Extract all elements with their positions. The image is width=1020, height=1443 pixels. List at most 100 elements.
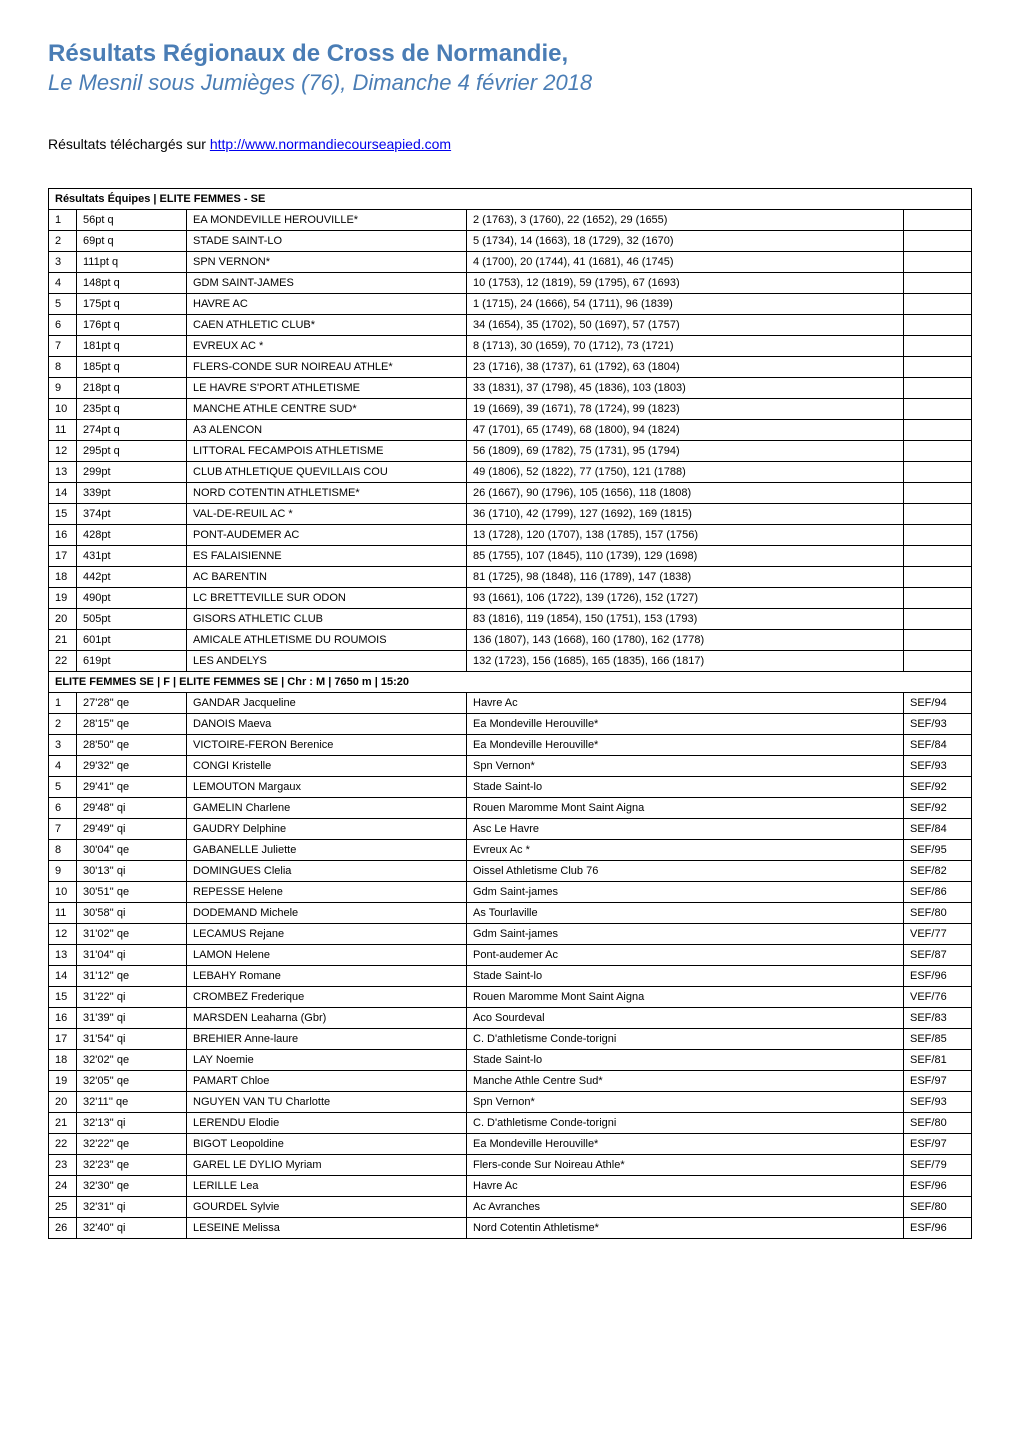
team-empty — [904, 210, 972, 231]
team-points: 185pt q — [77, 357, 187, 378]
team-row: 6176pt qCAEN ATHLETIC CLUB*34 (1654), 35… — [49, 315, 972, 336]
indiv-name: GAREL LE DYLIO Myriam — [187, 1155, 467, 1176]
team-club: CAEN ATHLETIC CLUB* — [187, 315, 467, 336]
team-club: AMICALE ATHLETISME DU ROUMOIS — [187, 630, 467, 651]
indiv-cat: ESF/96 — [904, 966, 972, 987]
team-section-header: Résultats Équipes | ELITE FEMMES - SE — [49, 189, 972, 210]
indiv-name: NGUYEN VAN TU Charlotte — [187, 1092, 467, 1113]
indiv-name: LECAMUS Rejane — [187, 924, 467, 945]
indiv-name: GOURDEL Sylvie — [187, 1197, 467, 1218]
indiv-row: 830'04'' qeGABANELLE JulietteEvreux Ac *… — [49, 840, 972, 861]
indiv-club: Rouen Maromme Mont Saint Aigna — [467, 798, 904, 819]
indiv-rank: 10 — [49, 882, 77, 903]
team-empty — [904, 252, 972, 273]
indiv-rank: 1 — [49, 693, 77, 714]
team-club: HAVRE AC — [187, 294, 467, 315]
indiv-cat: SEF/86 — [904, 882, 972, 903]
team-rank: 16 — [49, 525, 77, 546]
team-points: 428pt — [77, 525, 187, 546]
team-points: 505pt — [77, 609, 187, 630]
indiv-rank: 5 — [49, 777, 77, 798]
indiv-row: 1631'39'' qiMARSDEN Leaharna (Gbr)Aco So… — [49, 1008, 972, 1029]
indiv-row: 1832'02'' qeLAY NoemieStade Saint-loSEF/… — [49, 1050, 972, 1071]
team-empty — [904, 525, 972, 546]
indiv-club: Flers-conde Sur Noireau Athle* — [467, 1155, 904, 1176]
team-section-heading: Résultats Équipes | ELITE FEMMES - SE — [49, 189, 972, 210]
team-points: 339pt — [77, 483, 187, 504]
indiv-time: 30'58'' qi — [77, 903, 187, 924]
team-rank: 4 — [49, 273, 77, 294]
team-empty — [904, 462, 972, 483]
team-row: 16428ptPONT-AUDEMER AC13 (1728), 120 (17… — [49, 525, 972, 546]
team-points: 431pt — [77, 546, 187, 567]
indiv-rank: 12 — [49, 924, 77, 945]
team-club: NORD COTENTIN ATHLETISME* — [187, 483, 467, 504]
team-empty — [904, 441, 972, 462]
indiv-club: Oissel Athletisme Club 76 — [467, 861, 904, 882]
team-row: 21601ptAMICALE ATHLETISME DU ROUMOIS136 … — [49, 630, 972, 651]
team-empty — [904, 651, 972, 672]
team-points: 299pt — [77, 462, 187, 483]
indiv-rank: 2 — [49, 714, 77, 735]
indiv-name: BREHIER Anne-laure — [187, 1029, 467, 1050]
team-row: 14339ptNORD COTENTIN ATHLETISME*26 (1667… — [49, 483, 972, 504]
team-row: 19490ptLC BRETTEVILLE SUR ODON93 (1661),… — [49, 588, 972, 609]
indiv-time: 32'05'' qe — [77, 1071, 187, 1092]
team-points: 601pt — [77, 630, 187, 651]
team-detail: 136 (1807), 143 (1668), 160 (1780), 162 … — [467, 630, 904, 651]
indiv-time: 32'31'' qi — [77, 1197, 187, 1218]
team-row: 5175pt qHAVRE AC1 (1715), 24 (1666), 54 … — [49, 294, 972, 315]
indiv-time: 31'04'' qi — [77, 945, 187, 966]
team-points: 490pt — [77, 588, 187, 609]
team-points: 274pt q — [77, 420, 187, 441]
team-row: 12295pt qLITTORAL FECAMPOIS ATHLETISME56… — [49, 441, 972, 462]
indiv-time: 28'15'' qe — [77, 714, 187, 735]
team-detail: 13 (1728), 120 (1707), 138 (1785), 157 (… — [467, 525, 904, 546]
indiv-name: REPESSE Helene — [187, 882, 467, 903]
team-rank: 3 — [49, 252, 77, 273]
indiv-cat: ESF/96 — [904, 1176, 972, 1197]
indiv-cat: SEF/84 — [904, 819, 972, 840]
team-rank: 22 — [49, 651, 77, 672]
team-rank: 21 — [49, 630, 77, 651]
indiv-time: 32'11'' qe — [77, 1092, 187, 1113]
download-link[interactable]: http://www.normandiecourseapied.com — [210, 136, 451, 152]
team-points: 175pt q — [77, 294, 187, 315]
team-club: MANCHE ATHLE CENTRE SUD* — [187, 399, 467, 420]
indiv-name: PAMART Chloe — [187, 1071, 467, 1092]
indiv-row: 1331'04'' qiLAMON HelenePont-audemer AcS… — [49, 945, 972, 966]
team-detail: 8 (1713), 30 (1659), 70 (1712), 73 (1721… — [467, 336, 904, 357]
indiv-rank: 4 — [49, 756, 77, 777]
indiv-rank: 19 — [49, 1071, 77, 1092]
team-points: 374pt — [77, 504, 187, 525]
team-empty — [904, 399, 972, 420]
indiv-row: 1531'22'' qiCROMBEZ FrederiqueRouen Maro… — [49, 987, 972, 1008]
team-rank: 18 — [49, 567, 77, 588]
indiv-row: 930'13'' qiDOMINGUES CleliaOissel Athlet… — [49, 861, 972, 882]
indiv-time: 30'04'' qe — [77, 840, 187, 861]
indiv-time: 29'49'' qi — [77, 819, 187, 840]
team-points: 295pt q — [77, 441, 187, 462]
indiv-cat: SEF/95 — [904, 840, 972, 861]
team-detail: 34 (1654), 35 (1702), 50 (1697), 57 (175… — [467, 315, 904, 336]
indiv-row: 529'41'' qeLEMOUTON MargauxStade Saint-l… — [49, 777, 972, 798]
indiv-time: 31'02'' qe — [77, 924, 187, 945]
team-row: 4148pt qGDM SAINT-JAMES10 (1753), 12 (18… — [49, 273, 972, 294]
team-rank: 12 — [49, 441, 77, 462]
indiv-club: Aco Sourdeval — [467, 1008, 904, 1029]
team-rank: 5 — [49, 294, 77, 315]
indiv-row: 1030'51'' qeREPESSE HeleneGdm Saint-jame… — [49, 882, 972, 903]
indiv-row: 2032'11'' qeNGUYEN VAN TU CharlotteSpn V… — [49, 1092, 972, 1113]
indiv-club: Asc Le Havre — [467, 819, 904, 840]
team-club: ES FALAISIENNE — [187, 546, 467, 567]
team-club: AC BARENTIN — [187, 567, 467, 588]
team-row: 269pt qSTADE SAINT-LO5 (1734), 14 (1663)… — [49, 231, 972, 252]
team-club: STADE SAINT-LO — [187, 231, 467, 252]
indiv-time: 31'12'' qe — [77, 966, 187, 987]
indiv-row: 2132'13'' qiLERENDU ElodieC. D'athletism… — [49, 1113, 972, 1134]
indiv-name: GAUDRY Delphine — [187, 819, 467, 840]
indiv-cat: VEF/77 — [904, 924, 972, 945]
indiv-row: 1731'54'' qiBREHIER Anne-laureC. D'athle… — [49, 1029, 972, 1050]
indiv-rank: 14 — [49, 966, 77, 987]
download-line: Résultats téléchargés sur http://www.nor… — [48, 136, 972, 152]
